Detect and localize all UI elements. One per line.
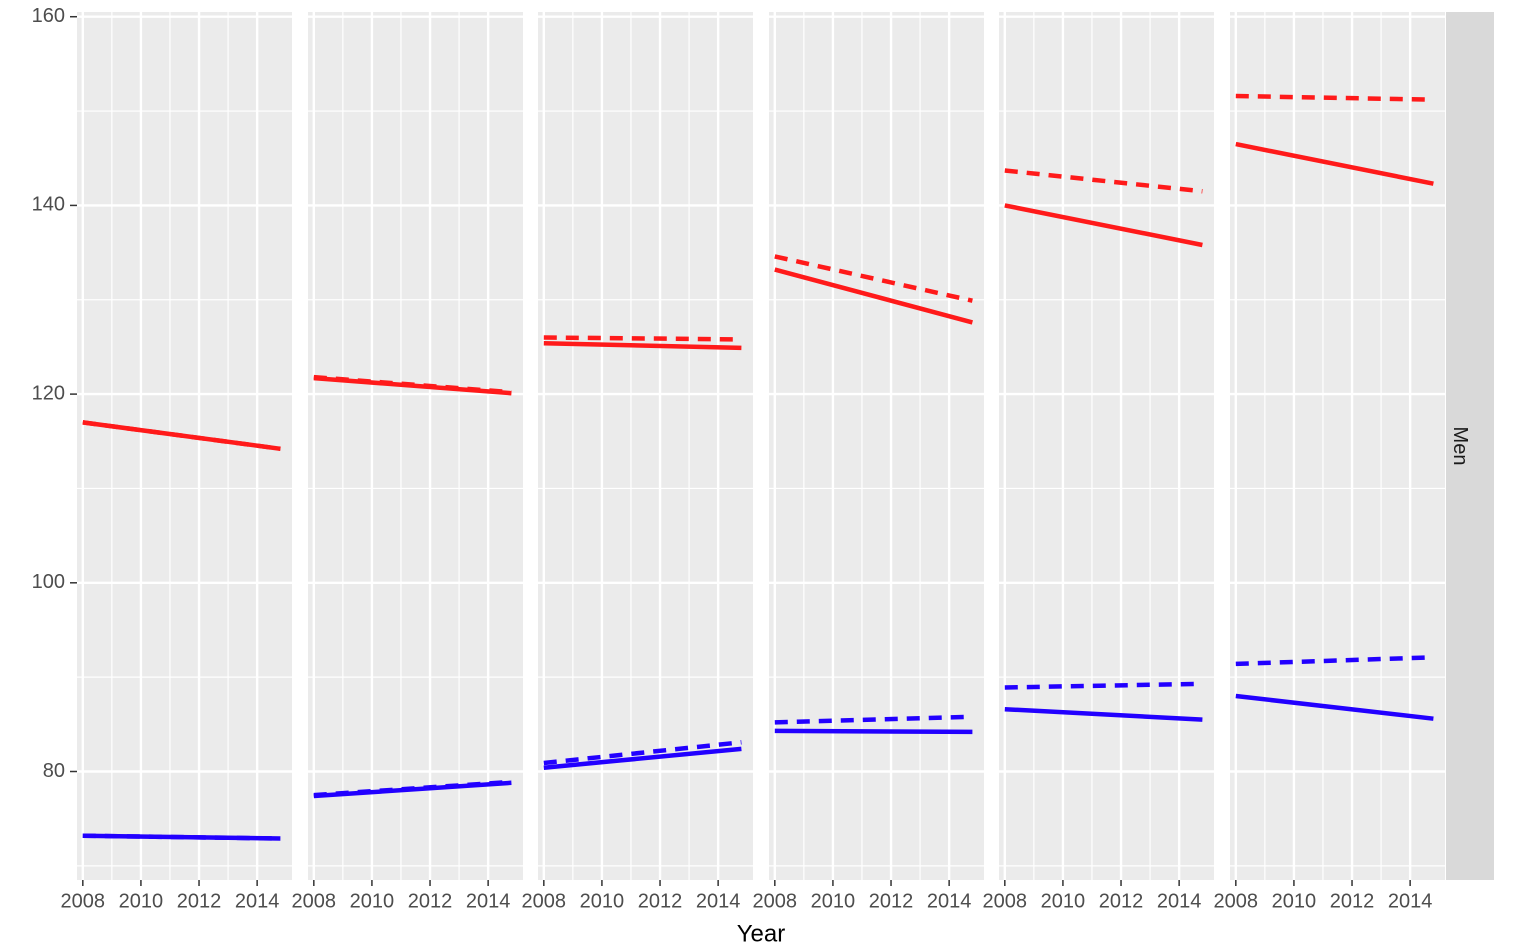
x-tick-label: 2008 [61, 890, 106, 912]
x-axis-title: Year [737, 920, 786, 947]
x-tick-label: 2012 [408, 890, 453, 912]
series-line-blue-solid [543, 746, 742, 770]
y-tick-label: 100 [32, 571, 65, 593]
panel-background [769, 12, 984, 880]
panel-background [1230, 12, 1445, 880]
x-tick-label: 2012 [177, 890, 222, 912]
series-line-blue-dashed [774, 714, 973, 725]
facet-panel-2 [308, 12, 523, 880]
facet-strip-label: Men [1449, 427, 1471, 466]
x-tick-label: 2012 [638, 890, 683, 912]
panel-background [308, 12, 523, 880]
panel-background [999, 12, 1214, 880]
x-tick-label: 2010 [119, 890, 164, 912]
series-line-red-solid [774, 267, 973, 325]
x-tick-label: 2008 [753, 890, 798, 912]
series-line-red-solid [543, 340, 742, 351]
x-tick-label: 2008 [292, 890, 337, 912]
series-line-blue-dashed [1235, 655, 1434, 667]
x-tick-label: 2014 [235, 890, 280, 912]
series-line-red-solid [1235, 141, 1434, 186]
x-tick-label: 2010 [580, 890, 625, 912]
y-tick-label: 160 [32, 5, 65, 27]
x-tick-label: 2014 [1388, 890, 1433, 912]
x-tick-label: 2010 [1041, 890, 1086, 912]
series-line-blue-solid [774, 728, 973, 735]
x-tick-label: 2010 [1272, 890, 1317, 912]
series-line-blue-dashed [1004, 681, 1203, 690]
series-line-blue-dashed [543, 740, 742, 766]
x-tick-label: 2010 [350, 890, 395, 912]
x-tick-label: 2014 [927, 890, 972, 912]
series-line-blue-solid [1235, 693, 1434, 721]
series-line-red-dashed [82, 420, 281, 452]
series-line-red-dashed [543, 335, 742, 342]
y-axis: 80 100 120 140 160 [32, 5, 77, 782]
x-tick-label: 2008 [522, 890, 567, 912]
facet-panel-4 [769, 12, 984, 880]
x-tick-label: 2012 [1330, 890, 1375, 912]
x-tick-label: 2014 [696, 890, 741, 912]
facet-panel-1 [77, 12, 292, 880]
x-tick-label: 2008 [1214, 890, 1259, 912]
x-tick-label: 2014 [1157, 890, 1202, 912]
facet-strip [1446, 12, 1494, 880]
facet-panel-5 [999, 12, 1214, 880]
series-line-red-dashed [774, 254, 973, 303]
x-tick-label: 2012 [1099, 890, 1144, 912]
y-tick-label: 140 [32, 194, 65, 216]
x-tick-label: 2010 [811, 890, 856, 912]
series-line-blue-solid [1004, 706, 1203, 722]
x-tick-label: 2012 [869, 890, 914, 912]
series-line-blue-dashed [313, 779, 512, 798]
x-axis: 2008 2010 2012 2014 2008 2010 2012 2014 2008 2010… [61, 880, 1433, 912]
series-line-red-solid [1004, 203, 1203, 248]
series-line-red-dashed [313, 374, 512, 395]
x-tick-label: 2014 [466, 890, 511, 912]
series-line-blue-dashed [82, 833, 281, 841]
facet-panel-6 [1230, 12, 1445, 880]
y-tick-label: 80 [43, 760, 65, 782]
y-tick-label: 120 [32, 382, 65, 404]
series-line-red-dashed [1004, 168, 1203, 194]
facet-panel-3 [538, 12, 753, 880]
facet-panels [77, 12, 1445, 880]
series-line-red-dashed [1235, 93, 1434, 102]
x-tick-label: 2008 [983, 890, 1028, 912]
